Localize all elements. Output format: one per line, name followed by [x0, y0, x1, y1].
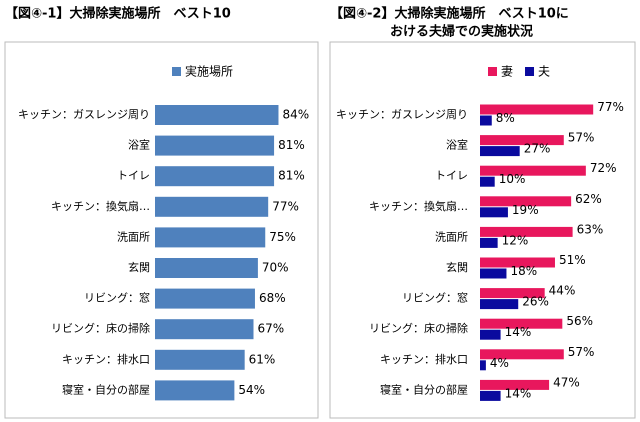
category-label: キッチン：ガスレンジ周り [18, 108, 150, 121]
bar [480, 360, 486, 371]
category-label: キッチン：換気扇… [51, 199, 150, 213]
bar [480, 237, 498, 248]
value-label: 68% [259, 291, 286, 305]
chart-title: 【図④-2】大掃除実施場所 ベスト10に [330, 6, 569, 22]
bar [480, 257, 555, 268]
bar [480, 207, 508, 218]
value-label: 8% [496, 111, 515, 125]
bar [480, 379, 550, 390]
value-label: 81% [278, 138, 305, 152]
category-label: 寝室・自分の部屋 [62, 382, 150, 396]
value-label: 12% [502, 233, 529, 247]
bar [480, 226, 573, 237]
bar [480, 349, 564, 360]
bar [480, 104, 594, 115]
bar [155, 135, 275, 156]
category-label: トイレ [117, 169, 150, 182]
value-label: 63% [577, 222, 604, 236]
category-label: キッチン：排水口 [62, 352, 150, 366]
chart-title: 【図④-1】大掃除実施場所 ベスト10 [5, 6, 231, 22]
bar [155, 196, 269, 217]
category-label: リビング：床の掃除 [51, 321, 150, 335]
value-label: 10% [499, 172, 526, 186]
category-label: キッチン：換気扇… [369, 199, 468, 213]
bar [480, 299, 519, 310]
bar [155, 349, 245, 370]
value-label: 51% [559, 253, 586, 267]
value-label: 84% [282, 108, 309, 122]
bar [155, 288, 255, 309]
category-label: トイレ [435, 169, 468, 182]
legend-swatch [488, 67, 497, 76]
legend-label: 夫 [538, 65, 550, 79]
value-label: 44% [549, 284, 576, 298]
category-label: 寝室・自分の部屋 [380, 382, 468, 396]
value-label: 62% [575, 192, 602, 206]
value-label: 57% [568, 345, 595, 359]
legend-label: 実施場所 [185, 64, 233, 79]
category-label: リビング：窓 [84, 291, 150, 305]
bar [480, 135, 564, 146]
bar [480, 146, 520, 157]
value-label: 72% [590, 161, 617, 175]
category-label: リビング：床の掃除 [369, 321, 468, 335]
category-label: 浴室 [446, 138, 468, 152]
value-label: 14% [505, 325, 532, 339]
value-label: 26% [522, 295, 549, 309]
value-label: 47% [553, 375, 580, 389]
value-label: 27% [524, 142, 551, 156]
bar [480, 390, 501, 401]
category-label: 洗面所 [117, 230, 150, 243]
bar [155, 227, 266, 248]
category-label: 玄関 [128, 260, 150, 274]
panel-frame [4, 41, 319, 419]
legend-swatch [172, 67, 181, 76]
bar [155, 166, 275, 187]
value-label: 14% [505, 386, 532, 400]
category-label: 浴室 [128, 138, 150, 152]
bar [480, 196, 572, 207]
legend-swatch [525, 67, 535, 76]
value-label: 54% [238, 383, 265, 397]
value-label: 81% [278, 169, 305, 183]
category-label: 洗面所 [435, 230, 468, 243]
value-label: 19% [512, 203, 539, 217]
bar [480, 165, 586, 176]
category-label: キッチン：ガスレンジ周り [336, 108, 468, 121]
value-label: 61% [249, 352, 276, 366]
value-label: 77% [272, 199, 299, 213]
bar [480, 329, 501, 340]
bar [480, 318, 563, 329]
category-label: キッチン：排水口 [380, 352, 468, 366]
category-label: リビング：窓 [402, 291, 468, 305]
value-label: 77% [597, 100, 624, 114]
bar [480, 268, 507, 279]
value-label: 67% [257, 322, 284, 336]
bar [155, 258, 258, 278]
bar [480, 115, 492, 126]
panel-frame [329, 41, 636, 419]
bar [155, 380, 235, 401]
value-label: 57% [568, 131, 595, 145]
value-label: 18% [510, 264, 537, 278]
value-label: 75% [269, 230, 296, 244]
bar [480, 288, 545, 299]
value-label: 56% [566, 314, 593, 328]
value-label: 4% [490, 356, 509, 370]
category-label: 玄関 [446, 260, 468, 274]
legend-label: 妻 [501, 65, 513, 79]
bar [155, 319, 254, 340]
bar [480, 176, 495, 187]
chart-title: おける夫婦での実施状況 [390, 24, 533, 40]
bar [155, 105, 279, 125]
value-label: 70% [262, 261, 289, 275]
